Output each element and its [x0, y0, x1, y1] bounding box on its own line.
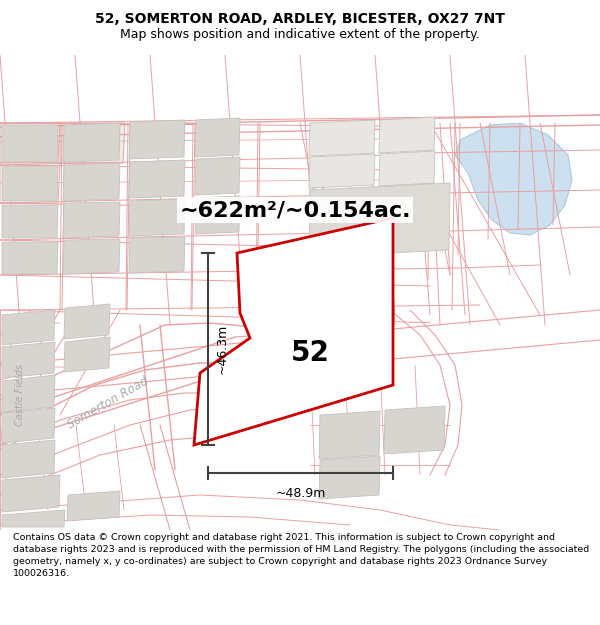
Polygon shape: [2, 510, 65, 527]
Text: ~48.9m: ~48.9m: [275, 487, 326, 500]
Text: 52: 52: [290, 339, 329, 367]
Polygon shape: [194, 218, 393, 445]
Polygon shape: [129, 120, 185, 159]
Polygon shape: [195, 196, 240, 234]
Polygon shape: [63, 239, 120, 274]
Polygon shape: [0, 55, 600, 123]
Text: Map shows position and indicative extent of the property.: Map shows position and indicative extent…: [120, 28, 480, 41]
Polygon shape: [195, 157, 240, 195]
Polygon shape: [195, 118, 240, 157]
Polygon shape: [384, 406, 445, 454]
Polygon shape: [319, 411, 380, 459]
Polygon shape: [309, 120, 375, 156]
Polygon shape: [2, 375, 55, 412]
Polygon shape: [455, 123, 572, 235]
Text: 52, SOMERTON ROAD, ARDLEY, BICESTER, OX27 7NT: 52, SOMERTON ROAD, ARDLEY, BICESTER, OX2…: [95, 12, 505, 26]
Polygon shape: [63, 123, 120, 162]
Polygon shape: [2, 475, 60, 512]
Polygon shape: [309, 183, 450, 257]
Polygon shape: [129, 199, 185, 236]
Text: Castle Fields: Castle Fields: [15, 364, 25, 426]
Polygon shape: [379, 151, 435, 186]
Polygon shape: [2, 408, 55, 443]
Polygon shape: [67, 491, 120, 521]
Polygon shape: [2, 205, 58, 238]
Polygon shape: [129, 160, 185, 198]
Polygon shape: [129, 237, 185, 273]
Polygon shape: [64, 304, 110, 339]
Polygon shape: [2, 125, 58, 162]
Polygon shape: [253, 303, 330, 367]
Text: Contains OS data © Crown copyright and database right 2021. This information is : Contains OS data © Crown copyright and d…: [13, 533, 589, 578]
Polygon shape: [309, 154, 375, 188]
Polygon shape: [2, 310, 55, 345]
Polygon shape: [63, 163, 120, 201]
Text: ~622m²/~0.154ac.: ~622m²/~0.154ac.: [179, 200, 411, 220]
Polygon shape: [2, 440, 55, 478]
Polygon shape: [0, 123, 60, 163]
Text: ~46.3m: ~46.3m: [216, 324, 229, 374]
Polygon shape: [319, 456, 380, 499]
Polygon shape: [64, 337, 110, 372]
Polygon shape: [250, 247, 320, 306]
Polygon shape: [0, 163, 60, 203]
Polygon shape: [2, 242, 58, 274]
Polygon shape: [379, 117, 435, 153]
Polygon shape: [63, 202, 120, 238]
Polygon shape: [2, 342, 55, 378]
Polygon shape: [2, 166, 58, 201]
Text: Somerton Road: Somerton Road: [65, 374, 151, 431]
Polygon shape: [60, 123, 125, 163]
